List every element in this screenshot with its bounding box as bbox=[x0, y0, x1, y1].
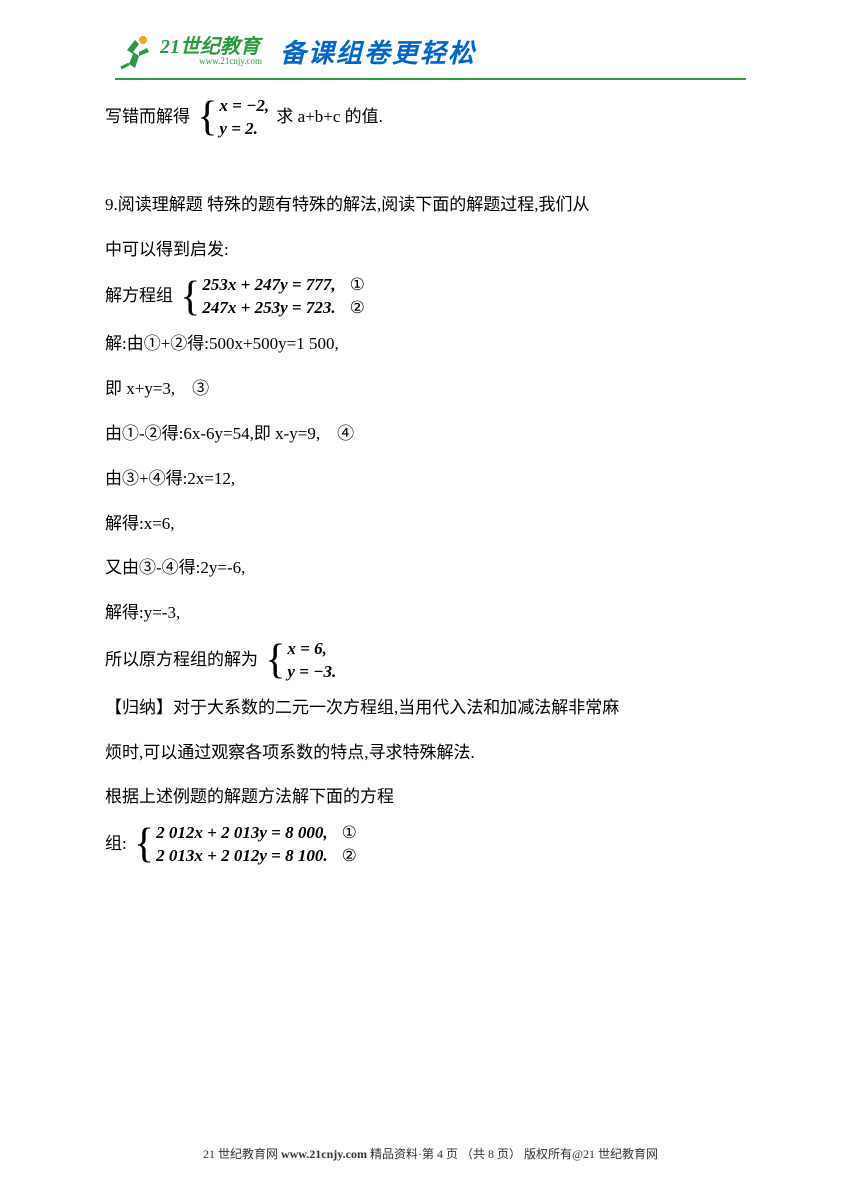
page-footer: 21 世纪教育网 www.21cnjy.com 精品资料·第 4 页 （共 8 … bbox=[0, 1145, 861, 1162]
p9-result-eq1: x = 6, bbox=[287, 638, 336, 661]
left-brace-icon: { bbox=[265, 642, 285, 680]
spacer bbox=[105, 145, 756, 185]
p9-step3: 由①-②得:6x-6y=54,即 x-y=9, ④ bbox=[105, 414, 756, 455]
p9-step1: 解:由①+②得:500x+500y=1 500, bbox=[105, 324, 756, 365]
p9-f-eq2: 2 013x + 2 012y = 8 100.② bbox=[156, 845, 357, 868]
p8-eq2: y = 2. bbox=[219, 118, 269, 141]
p9-step4: 由③+④得:2x=12, bbox=[105, 459, 756, 500]
p9-result-content: x = 6, y = −3. bbox=[285, 638, 336, 684]
page-header: 21世纪教育 www.21cnjy.com 备课组卷更轻松 bbox=[115, 30, 746, 80]
p9-sys-eq2: 247x + 253y = 723.② bbox=[202, 297, 364, 320]
p9-summary2: 烦时,可以通过观察各项系数的特点,寻求特殊解法. bbox=[105, 733, 756, 774]
p9-step7: 解得:y=-3, bbox=[105, 593, 756, 634]
runner-icon bbox=[115, 32, 155, 72]
p9-step5: 解得:x=6, bbox=[105, 504, 756, 545]
p9-followup1: 根据上述例题的解题方法解下面的方程 bbox=[105, 777, 756, 818]
p9-f-content: 2 012x + 2 013y = 8 000,① 2 013x + 2 012… bbox=[154, 822, 357, 868]
brand-url: www.21cnjy.com bbox=[199, 57, 262, 66]
footer-mid: 精品资料·第 4 页 （共 8 页） 版权所有@21 世纪教育网 bbox=[367, 1147, 658, 1161]
p9-step6: 又由③-④得:2y=-6, bbox=[105, 548, 756, 589]
document-body: 写错而解得 { x = −2, y = 2. 求 a+b+c 的值. 9.阅读理… bbox=[105, 95, 756, 872]
p8-brace: { x = −2, y = 2. bbox=[197, 95, 269, 141]
left-brace-icon: { bbox=[197, 99, 217, 137]
p9-step2: 即 x+y=3, ③ bbox=[105, 369, 756, 410]
p9-sys-brace: { 253x + 247y = 777,① 247x + 253y = 723.… bbox=[180, 274, 365, 320]
p9-summary1: 【归纳】对于大系数的二元一次方程组,当用代入法和加减法解非常麻 bbox=[105, 688, 756, 729]
p9-f-eq1: 2 012x + 2 013y = 8 000,① bbox=[156, 822, 357, 845]
p8-prefix: 写错而解得 bbox=[105, 107, 190, 126]
p9-result-label: 所以原方程组的解为 bbox=[105, 650, 258, 669]
p9-result-eq2: y = −3. bbox=[287, 661, 336, 684]
left-brace-icon: { bbox=[134, 826, 154, 864]
p8-line: 写错而解得 { x = −2, y = 2. 求 a+b+c 的值. bbox=[105, 95, 756, 141]
brand-block: 21世纪教育 www.21cnjy.com bbox=[160, 37, 262, 66]
p9-system-label: 解方程组 bbox=[105, 286, 173, 305]
p9-intro2: 中可以得到启发: bbox=[105, 230, 756, 271]
p9-f-brace: { 2 012x + 2 013y = 8 000,① 2 013x + 2 0… bbox=[134, 822, 357, 868]
left-brace-icon: { bbox=[180, 279, 200, 317]
brand-name-cn: 21世纪教育 bbox=[160, 37, 260, 57]
p8-eq1: x = −2, bbox=[219, 95, 269, 118]
p8-brace-content: x = −2, y = 2. bbox=[217, 95, 269, 141]
header-slogan: 备课组卷更轻松 bbox=[280, 33, 476, 70]
p9-result-brace: { x = 6, y = −3. bbox=[265, 638, 336, 684]
p9-result: 所以原方程组的解为 { x = 6, y = −3. bbox=[105, 638, 756, 684]
p9-followup-system: 组: { 2 012x + 2 013y = 8 000,① 2 013x + … bbox=[105, 822, 756, 868]
footer-site: www.21cnjy.com bbox=[281, 1147, 367, 1161]
p9-system: 解方程组 { 253x + 247y = 777,① 247x + 253y =… bbox=[105, 274, 756, 320]
p9-sys-content: 253x + 247y = 777,① 247x + 253y = 723.② bbox=[200, 274, 364, 320]
p9-followup-label: 组: bbox=[105, 834, 127, 853]
footer-left: 21 世纪教育网 bbox=[203, 1147, 281, 1161]
p8-suffix: 求 a+b+c 的值. bbox=[276, 107, 383, 126]
p9-sys-eq1: 253x + 247y = 777,① bbox=[202, 274, 364, 297]
p9-intro1: 9.阅读理解题 特殊的题有特殊的解法,阅读下面的解题过程,我们从 bbox=[105, 185, 756, 226]
